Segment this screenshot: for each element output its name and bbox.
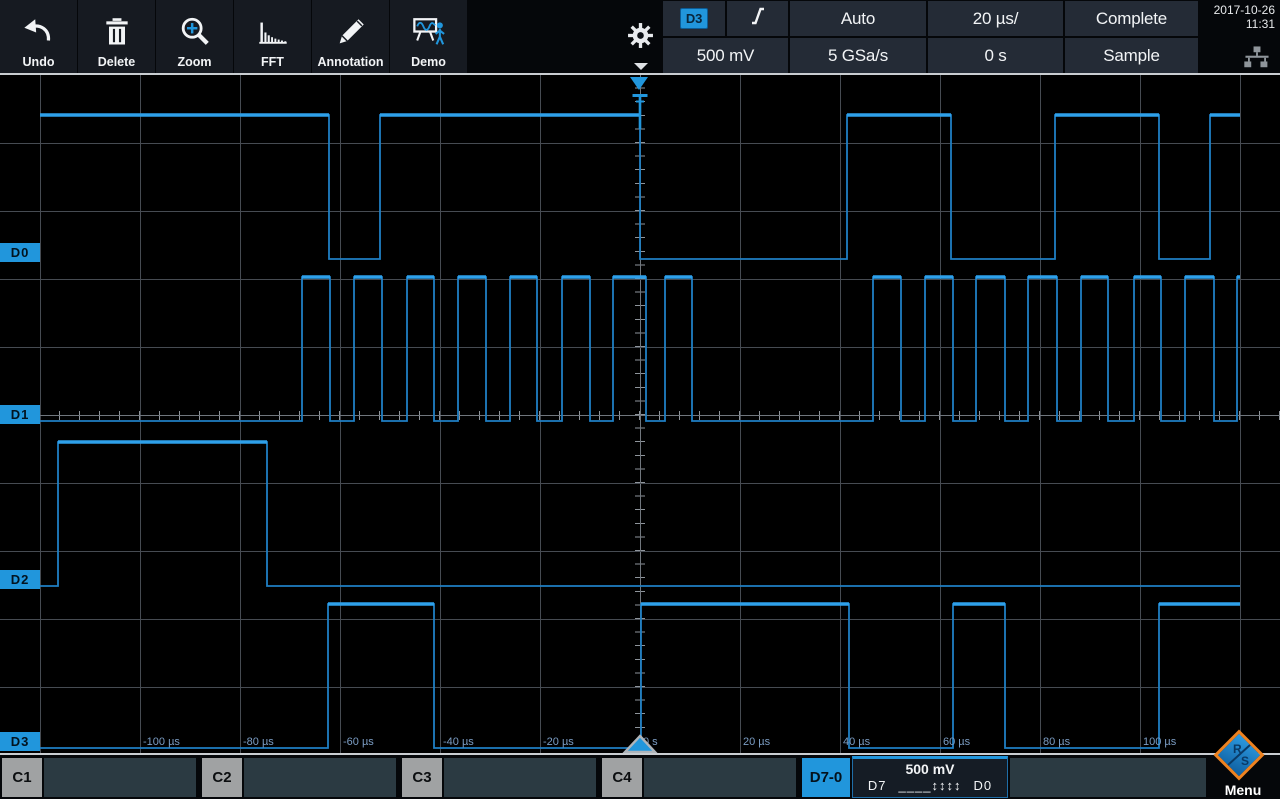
annotation-label: Annotation xyxy=(317,55,384,69)
trigger-time-reference-icon[interactable] xyxy=(622,734,658,755)
logic-scale: 500 mV xyxy=(905,761,955,777)
menu-button[interactable]: Menu xyxy=(1206,755,1280,799)
time-axis-label: -100 µs xyxy=(143,736,180,748)
undo-label: Undo xyxy=(22,55,55,69)
header-bar: Undo Delete Zoom FFT xyxy=(0,0,1280,74)
channel-area-c2[interactable] xyxy=(244,758,396,797)
delete-button[interactable]: Delete xyxy=(78,0,155,74)
bus-prefix: D7 xyxy=(867,778,887,793)
undo-button[interactable]: Undo xyxy=(0,0,77,74)
channel-bar: C1 C2 C3 C4 D7-0 500 mV D7 ____↕↕↕↕ D0 Men… xyxy=(0,755,1280,799)
annotation-icon xyxy=(334,11,368,53)
channel-label-D2[interactable]: D2 xyxy=(0,570,40,589)
logo-letter-s: S xyxy=(1241,754,1250,768)
grid-line-horizontal xyxy=(0,619,1280,620)
logic-bus-indicator: D7 ____↕↕↕↕ D0 xyxy=(853,778,1007,793)
channel-label-D0[interactable]: D0 xyxy=(0,243,40,262)
demo-label: Demo xyxy=(411,55,446,69)
fft-label: FFT xyxy=(261,55,284,69)
demo-button[interactable]: Demo xyxy=(390,0,467,74)
acquisition-mode-cell[interactable]: Sample xyxy=(1065,38,1198,73)
trigger-position-marker-icon[interactable] xyxy=(630,77,648,90)
gear-icon[interactable] xyxy=(627,22,654,49)
time-axis-label: -20 µs xyxy=(543,736,574,748)
logo-letters: R S xyxy=(1224,740,1254,770)
vertical-scale-cell[interactable]: 500 mV xyxy=(663,38,788,73)
datetime-display: 2017-10-26 11:31 xyxy=(1205,0,1280,74)
timebase-cell[interactable]: 20 µs/ xyxy=(928,1,1063,36)
time-axis-label: 20 µs xyxy=(743,736,771,748)
trigger-source-badge: D3 xyxy=(679,8,709,29)
channel-tab-c3[interactable]: C3 xyxy=(402,758,442,797)
waveform-svg xyxy=(40,113,1240,749)
demo-icon xyxy=(411,11,447,53)
fft-icon xyxy=(256,11,290,53)
zoom-icon xyxy=(178,11,212,53)
fft-button[interactable]: FFT xyxy=(234,0,311,74)
channel-tab-c2[interactable]: C2 xyxy=(202,758,242,797)
header-separator xyxy=(0,73,1280,75)
horizontal-position-cell[interactable]: 0 s xyxy=(928,38,1063,73)
rising-edge-icon xyxy=(747,5,769,32)
time-axis-label: 80 µs xyxy=(1043,736,1071,748)
time-axis-label: -60 µs xyxy=(343,736,374,748)
delete-label: Delete xyxy=(97,55,136,69)
trace-D2 xyxy=(40,441,1240,587)
channel-area-c4[interactable] xyxy=(644,758,796,797)
channel-tab-c1[interactable]: C1 xyxy=(2,758,42,797)
trigger-source-cell[interactable]: D3 xyxy=(663,1,725,36)
logic-group-extra-area[interactable] xyxy=(1010,758,1206,797)
delete-icon xyxy=(101,11,133,53)
trigger-mode-cell[interactable]: Auto xyxy=(790,1,926,36)
grid-line-horizontal xyxy=(0,551,1280,552)
channel-tab-c4[interactable]: C4 xyxy=(602,758,642,797)
status-grid: D3 Auto 20 µs/ Complete 500 mV 5 GSa/s 0… xyxy=(663,1,1198,73)
time-axis-label: 60 µs xyxy=(943,736,971,748)
grid-line-horizontal xyxy=(0,483,1280,484)
sample-rate-cell[interactable]: 5 GSa/s xyxy=(790,38,926,73)
trace-D1 xyxy=(40,276,1240,422)
channel-label-D3[interactable]: D3 xyxy=(0,732,40,751)
bus-suffix: D0 xyxy=(973,778,993,793)
grid-line-horizontal xyxy=(0,415,1280,416)
time-axis-label: -40 µs xyxy=(443,736,474,748)
channel-area-c1[interactable] xyxy=(44,758,196,797)
toolbar: Undo Delete Zoom FFT xyxy=(0,0,468,74)
date-text: 2017-10-26 xyxy=(1213,3,1275,17)
plot-bottom-separator xyxy=(0,753,1280,755)
time-text: 11:31 xyxy=(1245,17,1275,31)
time-axis-label: 40 µs xyxy=(843,736,871,748)
rohde-schwarz-logo: R S xyxy=(1213,729,1265,781)
toolbar-collapse-caret-icon[interactable] xyxy=(634,63,648,70)
time-axis-label: 100 µs xyxy=(1143,736,1177,748)
trigger-slope-cell[interactable] xyxy=(727,1,788,36)
time-axis-label: -80 µs xyxy=(243,736,274,748)
grid-line-horizontal xyxy=(0,279,1280,280)
trace-D3 xyxy=(40,603,1240,749)
bus-pattern: ____↕↕↕↕ xyxy=(898,778,962,793)
trigger-level-marker-icon[interactable] xyxy=(629,92,651,137)
logic-group-panel[interactable]: 500 mV D7 ____↕↕↕↕ D0 xyxy=(852,756,1008,798)
logic-group-tab[interactable]: D7-0 xyxy=(802,758,850,797)
annotation-button[interactable]: Annotation xyxy=(312,0,389,74)
channel-label-D1[interactable]: D1 xyxy=(0,405,40,424)
grid-line-horizontal xyxy=(0,687,1280,688)
settings-column xyxy=(620,0,662,74)
undo-icon xyxy=(22,11,56,53)
zoom-label: Zoom xyxy=(177,55,212,69)
menu-label: Menu xyxy=(1224,782,1262,798)
zoom-button[interactable]: Zoom xyxy=(156,0,233,74)
grid-line-horizontal xyxy=(0,347,1280,348)
channel-area-c3[interactable] xyxy=(444,758,596,797)
waveform-display: D0 D1 D2 D3 -100 µs -80 µs -60 µs -40 µs -20 µs 0… xyxy=(0,75,1280,755)
network-icon xyxy=(1242,46,1272,70)
acquisition-state-cell[interactable]: Complete xyxy=(1065,1,1198,36)
